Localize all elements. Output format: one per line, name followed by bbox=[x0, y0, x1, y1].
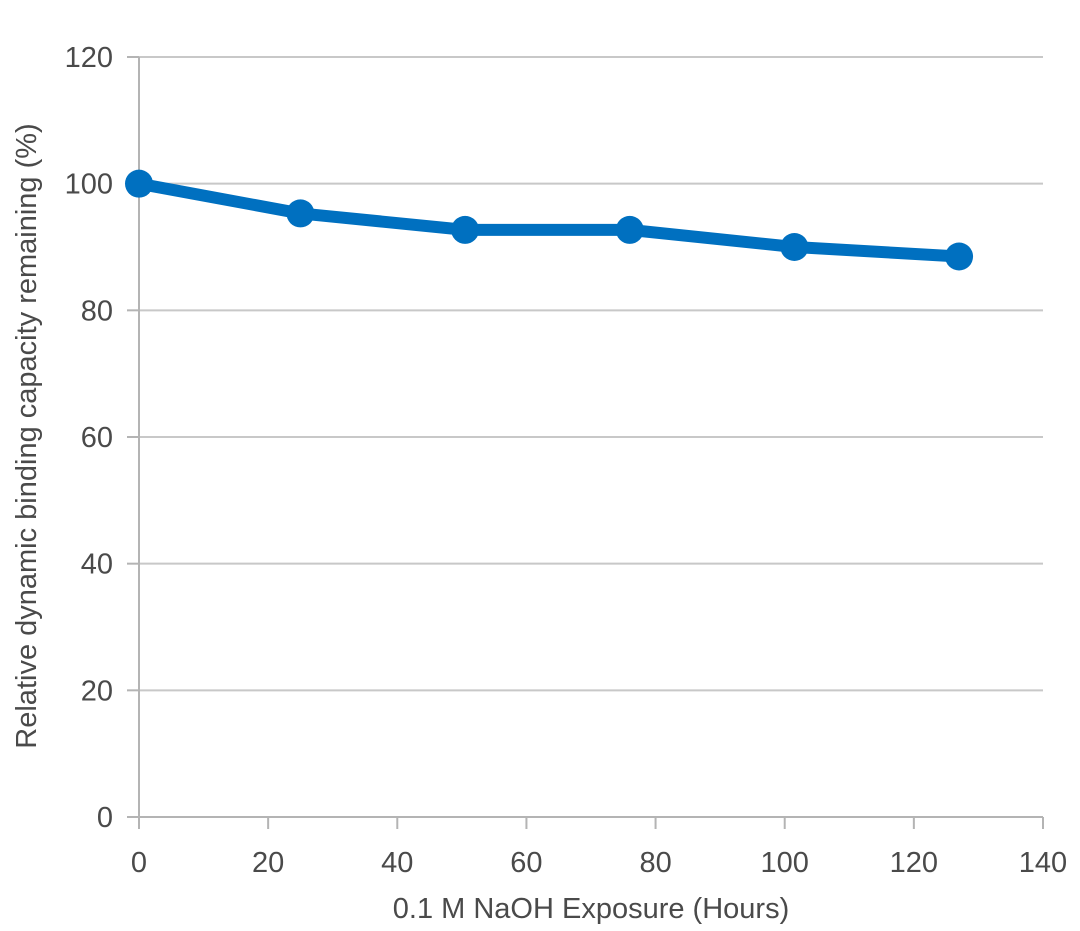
y-axis-title: Relative dynamic binding capacity remain… bbox=[11, 123, 43, 748]
x-tick-label: 20 bbox=[252, 847, 284, 879]
y-tick-label: 120 bbox=[65, 42, 113, 74]
gridlines bbox=[139, 56, 1043, 692]
x-tick-label: 120 bbox=[890, 847, 938, 879]
data-point bbox=[286, 199, 315, 228]
series-line bbox=[133, 177, 966, 263]
x-tick-label: 140 bbox=[1019, 847, 1067, 879]
y-tick-label: 100 bbox=[65, 169, 113, 201]
data-point bbox=[615, 215, 644, 244]
y-tick-label: 0 bbox=[97, 802, 113, 834]
x-axis-title: 0.1 M NaOH Exposure (Hours) bbox=[393, 893, 789, 925]
x-tick-label: 40 bbox=[381, 847, 413, 879]
x-tick-label: 100 bbox=[761, 847, 809, 879]
y-tick-labels: 0 20 40 60 80 100 120 bbox=[65, 42, 113, 834]
x-tick-label: 60 bbox=[510, 847, 542, 879]
data-point bbox=[125, 169, 153, 198]
data-point bbox=[780, 233, 809, 261]
data-series bbox=[125, 169, 974, 271]
y-tick-label: 40 bbox=[81, 549, 113, 581]
x-tick-labels: 0 20 40 60 80 100 120 140 bbox=[131, 847, 1067, 879]
y-tick-label: 20 bbox=[81, 675, 113, 707]
y-tick-label: 60 bbox=[81, 422, 113, 454]
data-point bbox=[451, 215, 480, 244]
x-tick-label: 80 bbox=[639, 847, 671, 879]
y-tick-label: 80 bbox=[81, 295, 113, 327]
axes bbox=[127, 56, 1044, 829]
x-tick-label: 0 bbox=[131, 847, 147, 879]
data-point bbox=[945, 242, 974, 271]
